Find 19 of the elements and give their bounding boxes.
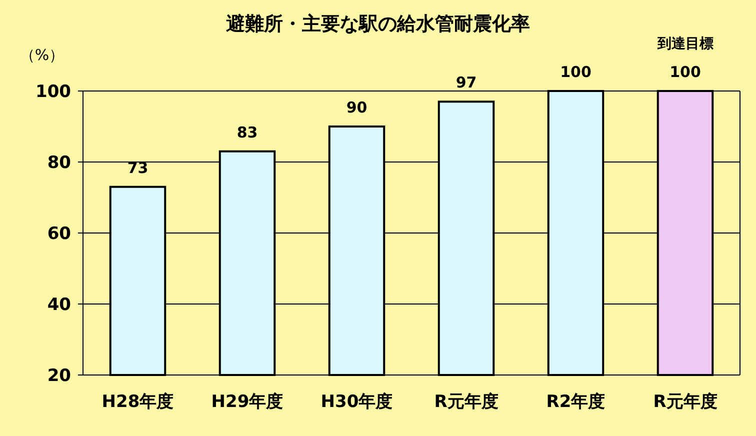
x-tick-label: H28年度 bbox=[102, 392, 174, 412]
data-label: 83 bbox=[236, 123, 258, 142]
x-tick-label: R元年度 bbox=[434, 392, 498, 412]
data-label: 97 bbox=[456, 74, 477, 92]
y-tick-label: 20 bbox=[47, 366, 72, 386]
chart-title: 避難所・主要な駅の給水管耐震化率 bbox=[226, 13, 530, 35]
y-tick-label: 60 bbox=[47, 224, 72, 244]
x-tick-label: R元年度 bbox=[653, 392, 718, 412]
y-tick-label: 40 bbox=[47, 295, 72, 315]
data-label: 90 bbox=[346, 98, 368, 116]
y-axis-title: （%） bbox=[20, 46, 64, 64]
x-tick-label: H30年度 bbox=[320, 392, 393, 412]
y-tick-label: 100 bbox=[36, 82, 72, 102]
x-tick-label: R2年度 bbox=[546, 392, 606, 412]
data-label: 100 bbox=[670, 63, 701, 81]
text: 到達目標 bbox=[656, 36, 714, 52]
x-tick-label: H29年度 bbox=[211, 392, 284, 412]
data-label: 100 bbox=[560, 63, 592, 81]
y-tick-label: 80 bbox=[47, 153, 72, 173]
